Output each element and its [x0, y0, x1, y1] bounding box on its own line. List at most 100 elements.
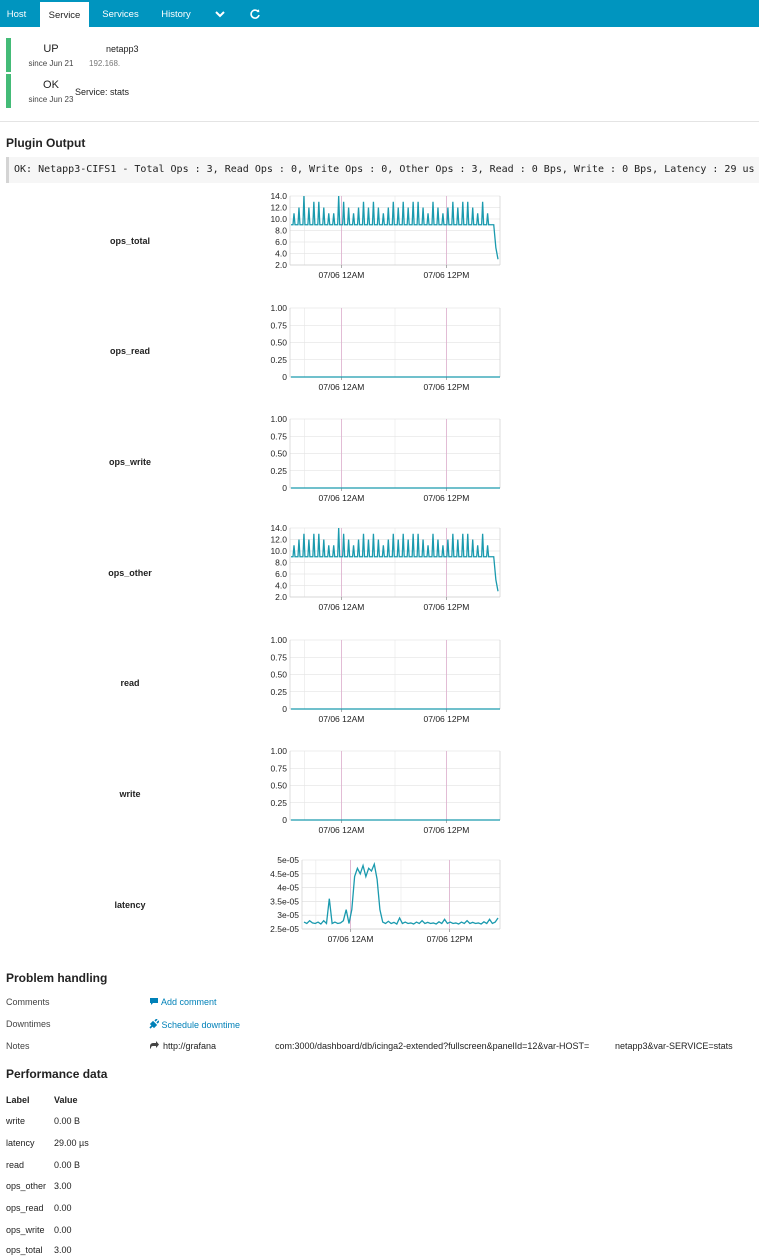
schedule-downtime-label: Schedule downtime	[161, 1020, 241, 1030]
x-tick-label: 07/06 12AM	[319, 714, 365, 724]
x-tick-label: 07/06 12PM	[424, 825, 470, 835]
y-tick-label: 14.0	[270, 191, 287, 201]
y-tick-label: 0	[282, 483, 287, 493]
y-tick-label: 12.0	[270, 535, 287, 545]
series-line	[291, 195, 499, 260]
plug-icon	[149, 1018, 160, 1029]
chart-write[interactable]: 1.00 0.75 0.50 0.25 0 07/06 12AM 07/06 12PM	[260, 745, 510, 835]
y-tick-label: 0	[282, 815, 287, 825]
y-tick-label: 0.50	[270, 449, 287, 459]
service-state: OK	[43, 79, 59, 91]
downtimes-label: Downtimes	[6, 1019, 51, 1029]
y-tick-label: 0.25	[270, 355, 287, 365]
add-comment-link[interactable]: Add comment	[149, 997, 217, 1007]
x-tick-label: 07/06 12AM	[319, 493, 365, 503]
tab-services[interactable]: Services	[102, 9, 139, 20]
y-tick-label: 4e-05	[277, 883, 299, 893]
graph-label-read: read	[120, 678, 140, 688]
perf-value: 29.00 µs	[54, 1138, 89, 1148]
performance-data-title: Performance data	[6, 1067, 108, 1081]
x-tick-label: 07/06 12PM	[424, 493, 470, 503]
chart-ops-write[interactable]: 1.00 0.75 0.50 0.25 0 07/06 12AM 07/06 12PM	[260, 413, 510, 503]
host-since: since Jun 21	[28, 59, 74, 68]
y-tick-label: 6.0	[275, 237, 287, 247]
x-tick-label: 07/06 12PM	[424, 714, 470, 724]
x-tick-label: 07/06 12AM	[319, 602, 365, 612]
service-status-bar	[6, 74, 11, 108]
chart-read[interactable]: 1.00 0.75 0.50 0.25 0 07/06 12AM 07/06 12PM	[260, 634, 510, 724]
chart-ops-total[interactable]: 14.0 12.010.0 8.06.0 4.02.0 07/06 12AM 07/06 …	[260, 190, 510, 280]
chart-ops-other[interactable]: 14.0 12.010.0 8.06.0 4.02.0 07/06 12AM 07/06 …	[260, 522, 510, 612]
notes-link-middle[interactable]: com:3000/dashboard/db/icinga2-extended?f…	[275, 1041, 590, 1051]
add-comment-label: Add comment	[161, 997, 217, 1007]
chart-latency[interactable]: 5e-05 4.5e-05 4e-05 3.5e-05 3e-05 2.5e-05 07/0…	[260, 854, 510, 944]
perf-header-label: Label	[6, 1095, 30, 1105]
x-tick-label: 07/06 12PM	[424, 382, 470, 392]
perf-label: ops_total	[6, 1245, 43, 1255]
y-tick-label: 0	[282, 372, 287, 382]
comments-label: Comments	[6, 997, 50, 1007]
perf-header-value: Value	[54, 1095, 78, 1105]
y-tick-label: 0.50	[270, 338, 287, 348]
perf-value: 0.00	[54, 1225, 72, 1235]
x-tick-label: 07/06 12PM	[427, 934, 473, 944]
x-tick-label: 07/06 12AM	[319, 270, 365, 280]
schedule-downtime-link[interactable]: Schedule downtime	[149, 1018, 241, 1030]
plugin-output-text: OK: Netapp3-CIFS1 - Total Ops : 3, Read …	[6, 157, 759, 183]
y-tick-label: 1.00	[270, 635, 287, 645]
graph-label-ops-read: ops_read	[109, 346, 151, 356]
y-tick-label: 0.75	[270, 431, 287, 441]
perf-label: ops_read	[6, 1203, 44, 1213]
graph-label-ops-total: ops_total	[109, 236, 150, 246]
y-tick-label: 0.50	[270, 781, 287, 791]
tab-host[interactable]: Host	[6, 9, 27, 20]
y-tick-label: 0.25	[270, 687, 287, 697]
y-tick-label: 0	[282, 704, 287, 714]
perf-label: ops_other	[6, 1181, 47, 1191]
y-tick-label: 0.75	[270, 652, 287, 662]
graph-label-ops-other: ops_other	[108, 568, 152, 578]
chevron-down-icon[interactable]	[205, 0, 235, 27]
series-line	[291, 527, 499, 592]
perf-value: 3.00	[54, 1181, 72, 1191]
host-name: netapp3	[106, 44, 139, 54]
service-status-row[interactable]: OK since Jun 23 Service: stats	[6, 74, 759, 110]
host-address: 192.168.	[89, 59, 121, 68]
y-tick-label: 6.0	[275, 569, 287, 579]
host-status-bar	[6, 38, 11, 72]
y-tick-label: 1.00	[270, 746, 287, 756]
y-tick-label: 4.5e-05	[270, 869, 299, 879]
notes-link-end[interactable]: netapp3&var-SERVICE=stats	[615, 1041, 733, 1051]
tab-service[interactable]: Service	[40, 2, 89, 27]
y-tick-label: 2.5e-05	[270, 924, 299, 934]
y-tick-label: 4.0	[275, 581, 287, 591]
problem-handling-title: Problem handling	[6, 971, 108, 985]
graph-label-write: write	[119, 789, 141, 799]
host-status-row[interactable]: UP since Jun 21 netapp3 192.168.	[6, 38, 759, 74]
perf-label: read	[6, 1160, 25, 1170]
y-tick-label: 1.00	[270, 303, 287, 313]
y-tick-label: 14.0	[270, 523, 287, 533]
y-tick-label: 10.0	[270, 546, 287, 556]
comment-icon	[150, 998, 158, 1005]
tab-bar: Host Service Services History	[0, 0, 759, 27]
y-tick-label: 0.50	[270, 670, 287, 680]
chart-ops-read[interactable]: 1.00 0.75 0.50 0.25 0 07/06 12AM 07/06 12PM	[260, 302, 510, 392]
y-tick-label: 10.0	[270, 214, 287, 224]
perf-value: 3.00	[54, 1245, 72, 1255]
y-tick-label: 8.0	[275, 558, 287, 568]
y-tick-label: 3.5e-05	[270, 896, 299, 906]
y-tick-label: 0.75	[270, 763, 287, 773]
perf-label: write	[6, 1116, 26, 1126]
y-tick-label: 8.0	[275, 226, 287, 236]
y-tick-label: 2.0	[275, 592, 287, 602]
x-tick-label: 07/06 12AM	[319, 382, 365, 392]
refresh-icon[interactable]	[240, 0, 270, 27]
tab-history[interactable]: History	[161, 9, 191, 20]
perf-label: ops_write	[6, 1225, 45, 1235]
y-tick-label: 0.25	[270, 466, 287, 476]
notes-link-start[interactable]: http://grafana	[163, 1041, 217, 1051]
service-name: Service: stats	[75, 87, 130, 97]
y-tick-label: 12.0	[270, 203, 287, 213]
host-state: UP	[43, 43, 59, 55]
